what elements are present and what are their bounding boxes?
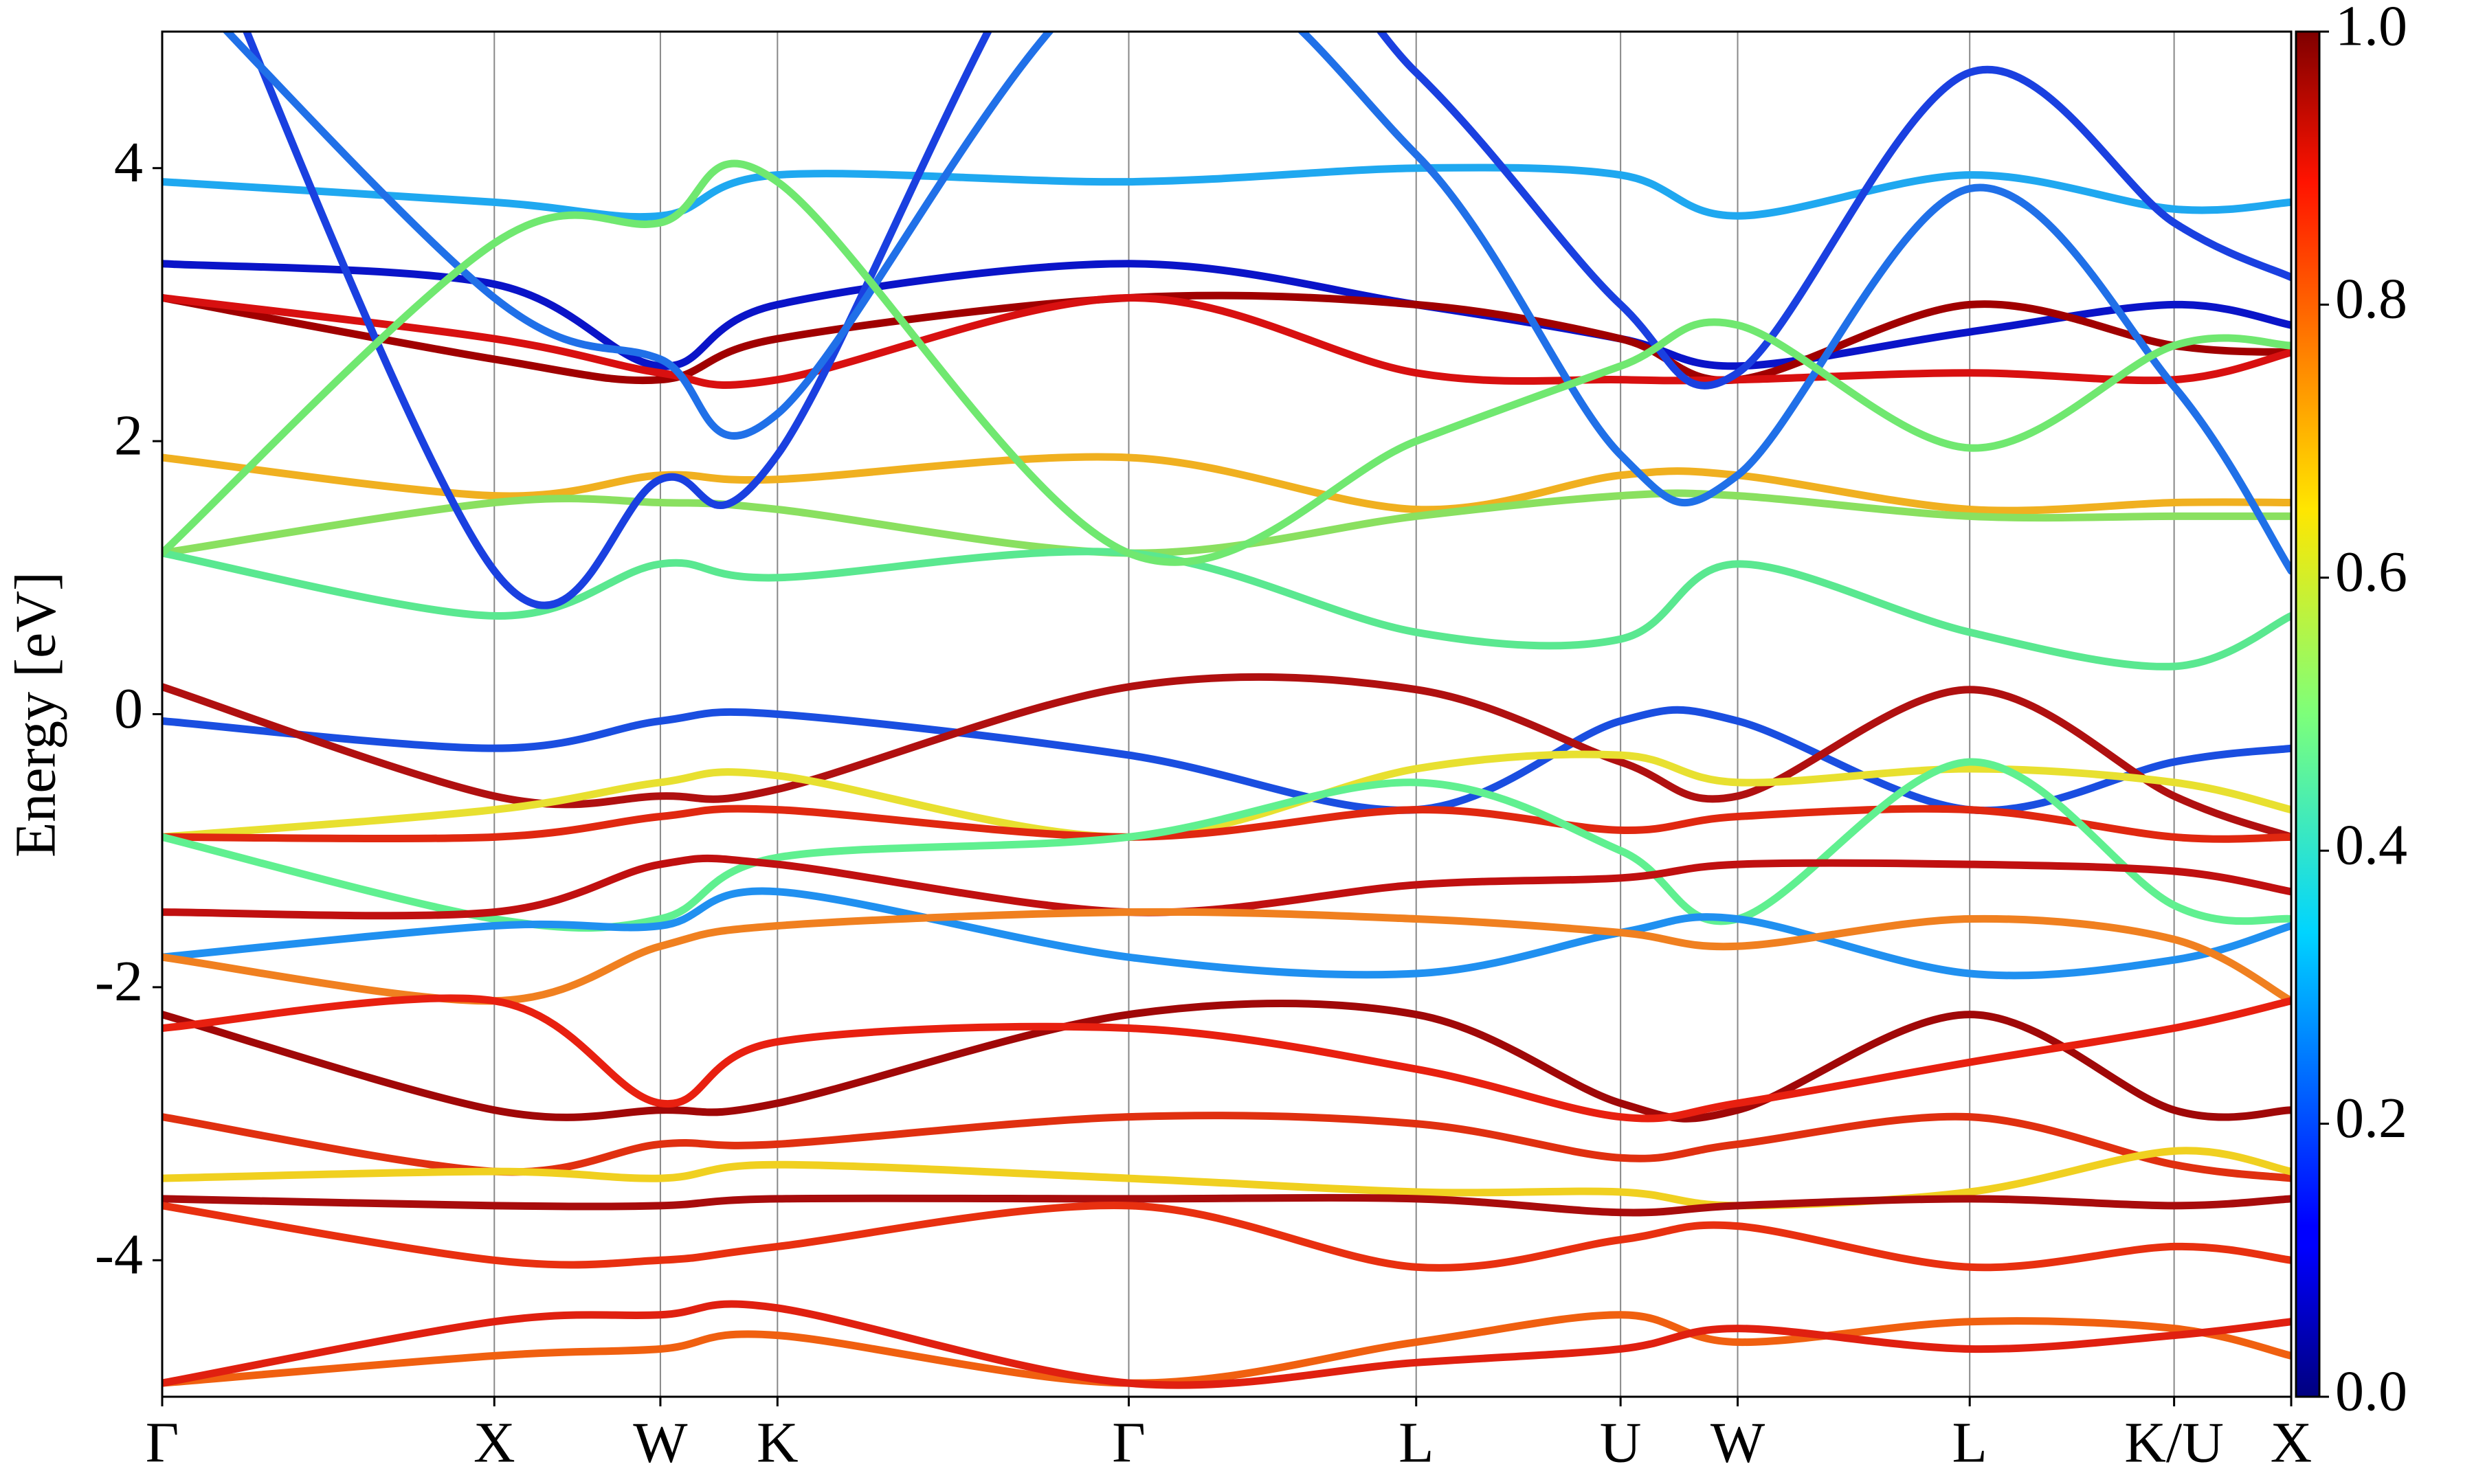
x-tick-label: L — [1952, 1410, 1987, 1474]
band — [162, 548, 2291, 671]
band — [162, 1201, 2291, 1272]
bands — [162, 32, 2291, 1389]
y-tick-label: 2 — [114, 403, 143, 467]
x-tick-label: X — [2271, 1410, 2313, 1474]
band — [162, 1300, 2291, 1389]
x-tick-label: X — [473, 1410, 515, 1474]
y-tick-label: -4 — [95, 1223, 143, 1287]
band — [162, 1311, 2291, 1387]
x-tick-label: W — [1710, 1410, 1765, 1474]
y-tick-label: -2 — [95, 949, 143, 1013]
x-tick-label: Γ — [146, 1410, 179, 1474]
band — [162, 291, 2291, 385]
band — [162, 159, 2291, 566]
band — [162, 489, 2291, 557]
colorbar — [2295, 30, 2321, 1398]
x-tick-label: W — [633, 1410, 688, 1474]
band — [162, 1112, 2291, 1182]
band — [162, 805, 2291, 843]
colorbar-tick-label: 0.6 — [2335, 540, 2407, 604]
band — [162, 1193, 2291, 1217]
band — [162, 887, 2291, 980]
x-tick-label: K/U — [2124, 1410, 2224, 1474]
band — [222, 32, 2291, 575]
band — [162, 994, 2291, 1123]
x-tick-label: L — [1398, 1410, 1434, 1474]
band — [162, 293, 2291, 389]
colorbar-tick-label: 0.0 — [2335, 1359, 2407, 1423]
band — [162, 758, 2291, 932]
band — [162, 453, 2291, 515]
colorbar-tick-label: 1.0 — [2335, 0, 2407, 58]
y-axis-label: Energy [eV] — [3, 572, 67, 857]
y-tick-label: 4 — [114, 131, 143, 194]
x-tick-label: K — [757, 1410, 799, 1474]
band — [162, 854, 2291, 920]
colorbar-tick-label: 0.8 — [2335, 267, 2407, 331]
colorbar-tick-label: 0.4 — [2335, 813, 2407, 877]
colorbar-tick-label: 0.2 — [2335, 1086, 2407, 1150]
band — [162, 1000, 2291, 1123]
x-tick-label: U — [1600, 1410, 1642, 1474]
band — [162, 1147, 2291, 1210]
band — [162, 260, 2291, 370]
axes: Γ X W K Γ L U W L K/U X -4 -2 0 2 4 0.0 0.2 0.4 0.6 0.8 1.0 — [95, 0, 2407, 1474]
band — [162, 673, 2291, 841]
band — [243, 32, 2291, 609]
band — [162, 908, 2291, 1005]
x-tick-label: Γ — [1112, 1410, 1146, 1474]
band — [162, 164, 2291, 221]
y-tick-label: 0 — [114, 677, 143, 741]
